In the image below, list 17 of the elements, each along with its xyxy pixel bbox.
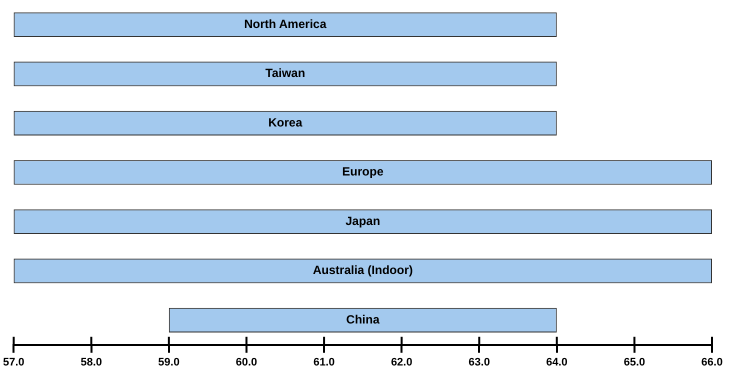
- x-tick-label: 66.0: [701, 356, 723, 368]
- y-tick-label: North America: [244, 16, 327, 31]
- y-tick-label: Europe: [342, 164, 384, 179]
- y-tick-label: China: [346, 312, 380, 326]
- y-tick-label: Korea: [268, 115, 303, 130]
- y-tick-label: Japan: [346, 214, 380, 228]
- x-tick-label: 61.0: [313, 356, 335, 368]
- x-tick-label: 63.0: [468, 356, 490, 368]
- x-tick-label: 57.0: [2, 356, 24, 368]
- x-tick-label: 64.0: [546, 356, 568, 368]
- x-tick-label: 59.0: [158, 356, 180, 368]
- x-tick-label: 60.0: [236, 356, 258, 368]
- y-tick-label: Australia (Indoor): [312, 263, 413, 278]
- x-tick-label: 58.0: [80, 356, 102, 368]
- x-tick-label: 62.0: [390, 356, 412, 368]
- y-tick-label: Taiwan: [265, 66, 306, 80]
- x-tick-label: 65.0: [624, 356, 646, 368]
